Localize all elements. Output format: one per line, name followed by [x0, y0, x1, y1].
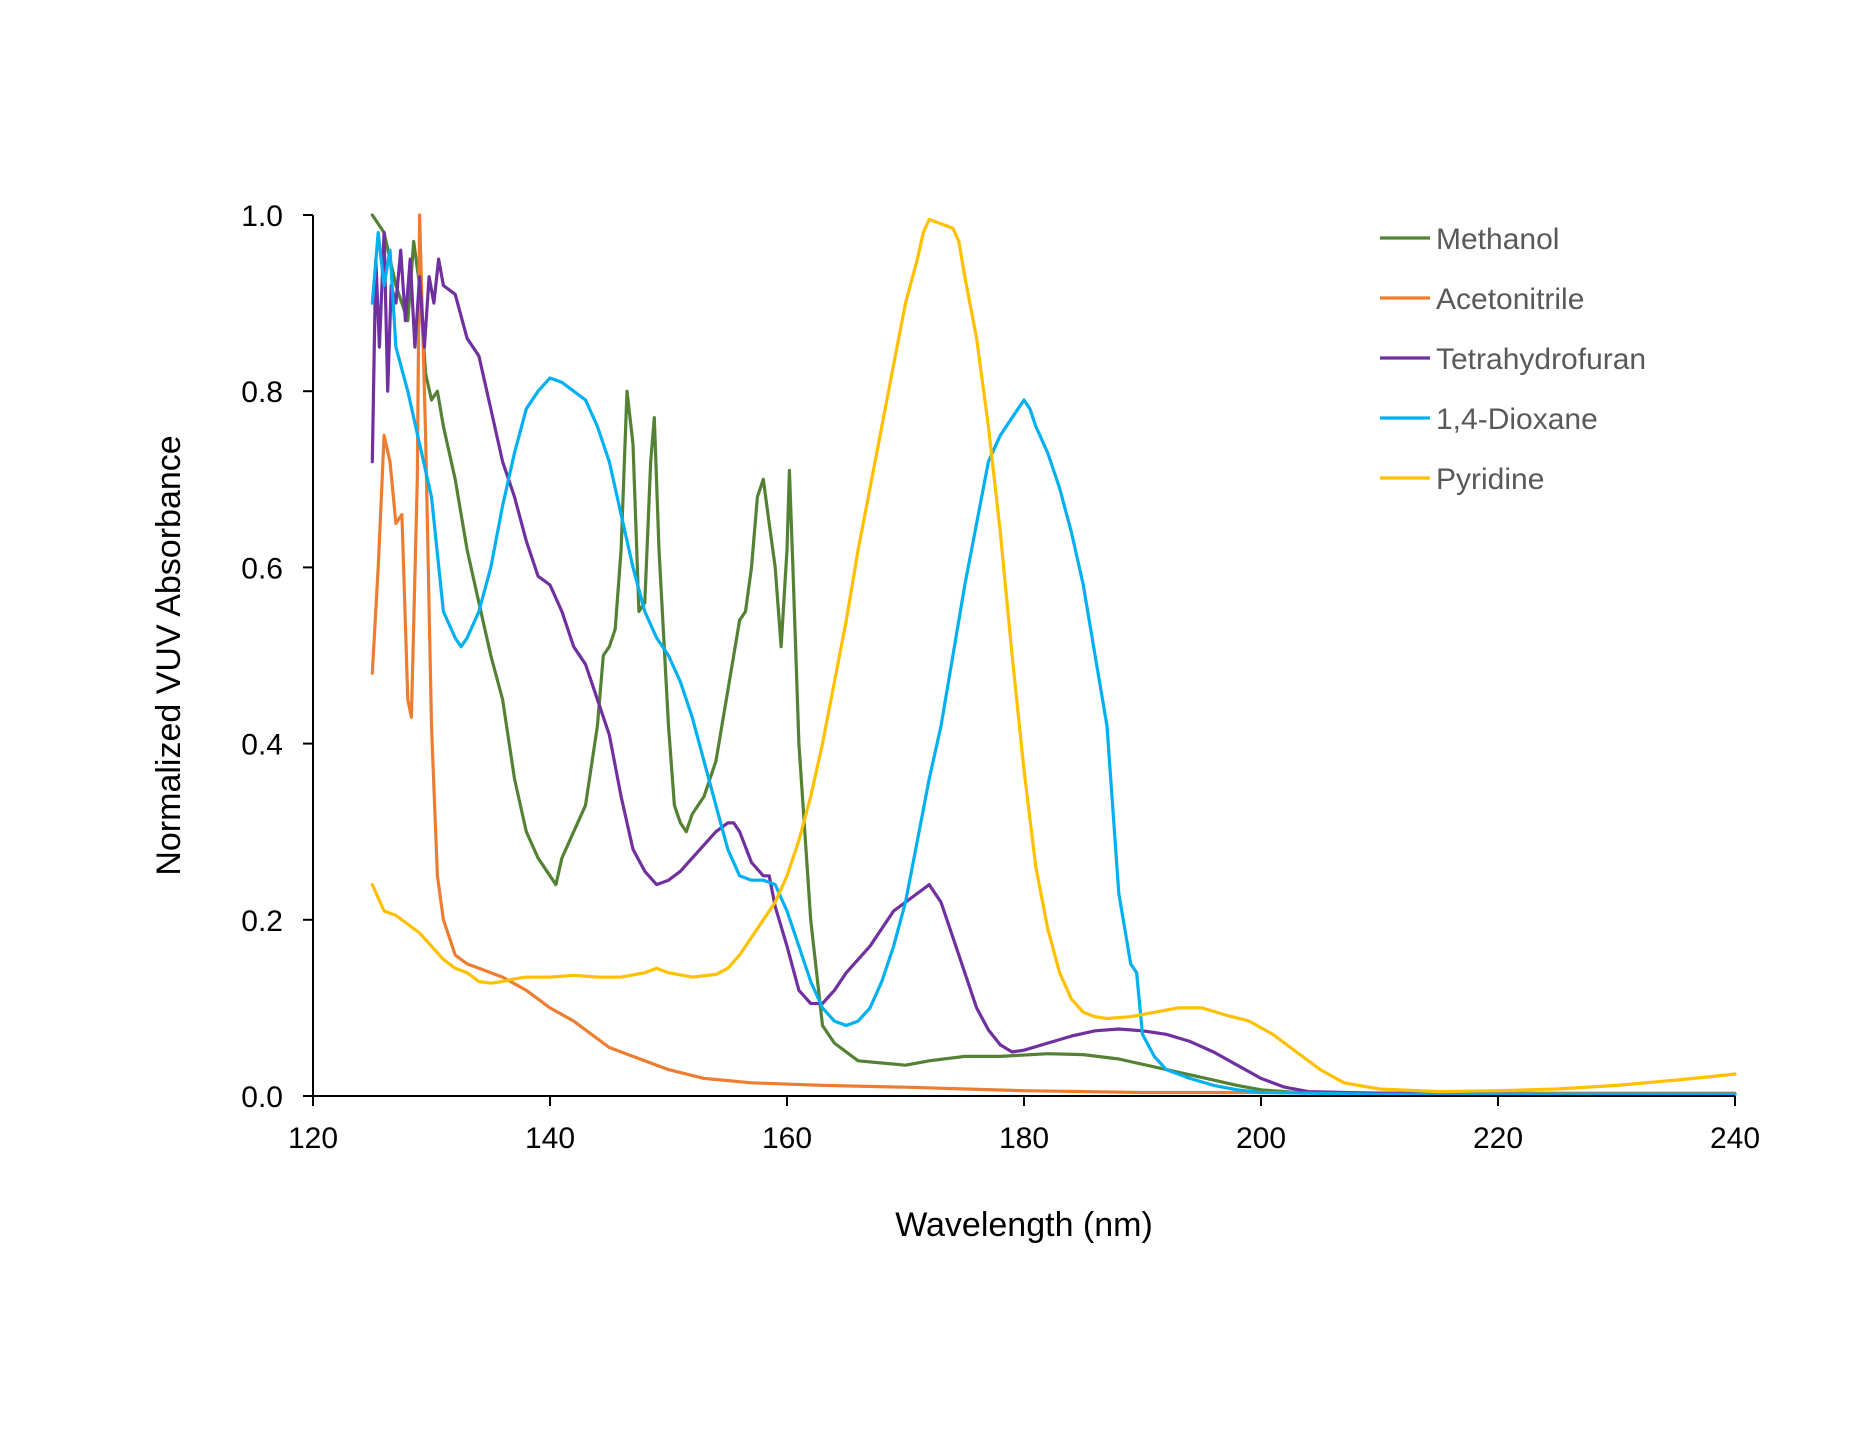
y-tick-label: 0.2: [241, 905, 283, 938]
axes: 120 140 160 180 200 220 240 0.0 0.2 0.4 0.6 0.8 1.0: [241, 200, 1760, 1155]
y-tick-label: 0.4: [241, 729, 283, 762]
y-tick-label: 0.0: [241, 1081, 283, 1114]
y-axis-title: Normalized VUV Absorbance: [150, 435, 188, 875]
x-tick-label: 120: [288, 1122, 338, 1155]
series-line-acetonitrile: [370, 213, 1737, 1095]
legend-label: Methanol: [1436, 223, 1559, 256]
legend-label: 1,4-Dioxane: [1436, 403, 1598, 436]
x-tick-label: 180: [999, 1122, 1049, 1155]
y-tick-label: 0.8: [241, 376, 283, 409]
x-tick-label: 240: [1710, 1122, 1760, 1155]
series-lines: [370, 213, 1737, 1096]
legend-label: Tetrahydrofuran: [1436, 343, 1646, 376]
x-tick-label: 200: [1236, 1122, 1286, 1155]
legend: Methanol Acetonitrile Tetrahydrofuran 1,4-D…: [1380, 223, 1646, 496]
y-tick-label: 1.0: [241, 200, 283, 233]
legend-label: Pyridine: [1436, 463, 1544, 496]
legend-label: Acetonitrile: [1436, 283, 1584, 316]
series-line-pyridine: [370, 217, 1737, 1094]
series-line-1-4-dioxane: [370, 231, 1737, 1096]
series-line-methanol: [370, 213, 1737, 1095]
x-tick-label: 160: [762, 1122, 812, 1155]
y-tick-label: 0.6: [241, 552, 283, 585]
x-tick-label: 220: [1473, 1122, 1523, 1155]
x-tick-label: 140: [525, 1122, 575, 1155]
x-axis-title: Wavelength (nm): [895, 1206, 1153, 1244]
